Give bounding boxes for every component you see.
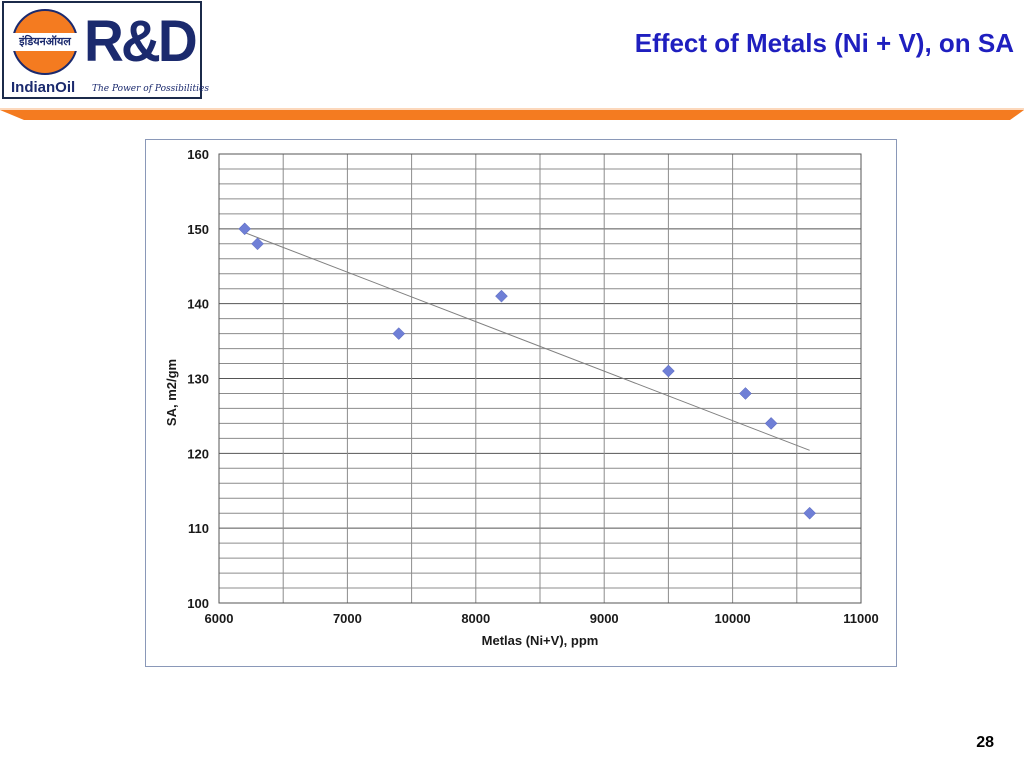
- y-tick-label: 160: [187, 147, 209, 162]
- chart-area: 6000 7000 8000 9000 10000 11000 100 110 120 130 14…: [145, 139, 897, 667]
- x-tick-label: 9000: [590, 611, 619, 626]
- x-tick-label: 10000: [715, 611, 751, 626]
- trendline: [244, 232, 810, 451]
- x-tick-label: 6000: [205, 611, 234, 626]
- x-tick-label: 11000: [843, 611, 878, 626]
- x-tick-label: 7000: [333, 611, 362, 626]
- data-point: [662, 364, 675, 378]
- y-tick-label: 140: [187, 297, 209, 312]
- y-tick-label: 100: [187, 596, 209, 611]
- data-point: [392, 327, 406, 340]
- x-axis-label: Metlas (Ni+V), ppm: [482, 633, 599, 648]
- y-axis-label: SA, m2/gm: [164, 359, 179, 426]
- logo: इंडियनऑयल R&D IndianOil The Power of Pos…: [2, 1, 209, 99]
- data-points: [238, 222, 816, 520]
- data-point: [803, 506, 816, 520]
- chart-tick-labels: 6000 7000 8000 9000 10000 11000 100 110 120 130 14…: [187, 147, 878, 626]
- data-point: [238, 222, 252, 236]
- data-point: [251, 237, 264, 251]
- logo-rd-text: R&D: [84, 9, 198, 74]
- page-number: 28: [976, 734, 994, 751]
- plot-border: [218, 153, 862, 604]
- y-tick-label: 120: [187, 446, 209, 461]
- chart-gridlines: [218, 153, 862, 604]
- slide-title: Effect of Metals (Ni + V), on SA: [634, 28, 1014, 58]
- y-tick-label: 130: [187, 372, 209, 387]
- header-accent-bar: [0, 108, 1024, 120]
- x-tick-label: 8000: [461, 611, 490, 626]
- scatter-chart: 6000 7000 8000 9000 10000 11000 100 110 120 130 14…: [164, 147, 879, 648]
- y-tick-label: 150: [187, 222, 209, 237]
- logo-tagline: The Power of Possibilities: [92, 84, 209, 94]
- y-tick-label: 110: [188, 521, 209, 536]
- data-point: [739, 387, 752, 400]
- data-point: [764, 417, 778, 430]
- data-point: [495, 289, 508, 303]
- logo-hindi-text: इंडियनऑयल: [12, 33, 78, 51]
- logo-company-name: IndianOil: [11, 79, 76, 96]
